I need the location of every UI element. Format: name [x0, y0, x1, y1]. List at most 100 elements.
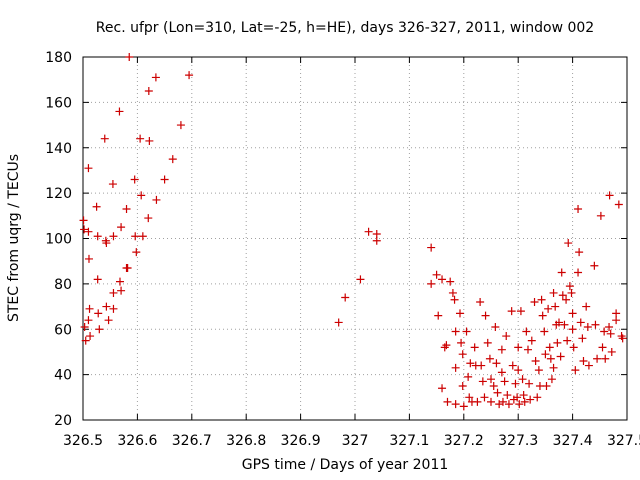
data-point — [547, 375, 556, 384]
data-point — [540, 327, 549, 336]
data-point — [520, 397, 529, 406]
data-point — [575, 248, 584, 257]
y-tick-label: 60 — [54, 322, 72, 338]
data-point — [95, 325, 104, 334]
data-point — [618, 334, 627, 343]
data-point — [593, 354, 602, 363]
data-point — [567, 288, 576, 297]
y-tick-label: 140 — [45, 141, 72, 157]
data-point — [448, 288, 457, 297]
data-point — [605, 322, 614, 331]
data-point — [480, 393, 489, 402]
data-point — [485, 354, 494, 363]
data-point — [478, 377, 487, 386]
data-point — [507, 307, 516, 316]
data-point — [502, 332, 511, 341]
data-point — [85, 304, 94, 313]
data-point — [151, 73, 160, 82]
data-point — [136, 134, 145, 143]
data-point — [583, 322, 592, 331]
data-point — [356, 275, 365, 284]
data-point — [465, 393, 474, 402]
data-point — [565, 282, 574, 291]
data-point — [600, 327, 609, 336]
x-tick-label: 326.8 — [226, 433, 266, 449]
data-point — [455, 309, 464, 318]
data-point — [80, 225, 89, 234]
data-point — [125, 53, 134, 61]
data-point — [504, 400, 513, 409]
data-point — [564, 239, 573, 248]
data-point — [557, 268, 566, 277]
data-point — [152, 195, 161, 204]
x-tick-labels: 326.5 326.6 326.7 326.8 326.9 327 327.1 327.2 32… — [63, 433, 640, 449]
data-point — [94, 309, 103, 318]
data-point — [450, 295, 459, 304]
x-tick-label: 327 — [342, 433, 369, 449]
data-point — [500, 377, 509, 386]
data-point — [568, 325, 577, 334]
data-point — [115, 107, 124, 116]
data-point — [537, 295, 546, 304]
data-point — [498, 397, 507, 406]
x-axis-label: GPS time / Days of year 2011 — [242, 457, 449, 473]
data-point — [601, 354, 610, 363]
data-point — [574, 205, 583, 214]
data-point — [372, 236, 381, 245]
data-points — [79, 53, 627, 411]
data-point — [144, 87, 153, 96]
data-point — [81, 336, 90, 345]
data-point — [526, 395, 535, 404]
data-point — [487, 375, 495, 384]
data-point — [596, 211, 605, 220]
y-tick-label: 40 — [54, 368, 72, 384]
data-point — [462, 327, 471, 336]
x-tick-label: 326.9 — [281, 433, 321, 449]
data-point — [514, 343, 523, 352]
data-point — [160, 175, 169, 184]
data-point — [476, 298, 485, 307]
data-point — [514, 366, 523, 375]
data-point — [446, 277, 455, 286]
data-point — [122, 205, 131, 214]
data-point — [530, 298, 539, 307]
data-point — [582, 302, 591, 311]
data-point — [551, 302, 560, 311]
data-point — [84, 164, 93, 173]
data-point — [442, 341, 451, 350]
data-point — [168, 155, 177, 164]
data-point — [79, 216, 88, 225]
data-point — [104, 316, 113, 325]
data-point — [176, 121, 185, 130]
data-point — [130, 175, 139, 184]
data-point — [553, 338, 562, 347]
data-point — [541, 350, 550, 359]
data-point — [546, 354, 555, 363]
data-point — [518, 375, 527, 384]
chart-title: Rec. ufpr (Lon=310, Lat=-25, h=HE), days… — [96, 20, 594, 36]
data-point — [123, 263, 132, 272]
data-point — [612, 316, 621, 325]
data-point — [549, 288, 558, 297]
x-tick-label: 327.2 — [444, 433, 484, 449]
data-point — [569, 343, 578, 352]
y-tick-label: 160 — [45, 95, 72, 111]
x-tick-label: 327.3 — [498, 433, 538, 449]
data-point — [568, 309, 577, 318]
data-point — [102, 302, 111, 311]
y-tick-label: 100 — [45, 232, 72, 248]
data-point — [590, 261, 599, 270]
data-point — [513, 393, 522, 402]
data-point — [584, 361, 593, 370]
data-point — [84, 316, 93, 325]
data-point — [571, 366, 580, 375]
data-point — [558, 291, 567, 300]
data-point — [451, 400, 460, 409]
data-point — [531, 357, 540, 366]
data-point — [372, 229, 381, 238]
data-point — [591, 320, 600, 329]
data-point — [92, 202, 101, 211]
data-point — [470, 343, 479, 352]
x-tick-label: 326.7 — [172, 433, 212, 449]
